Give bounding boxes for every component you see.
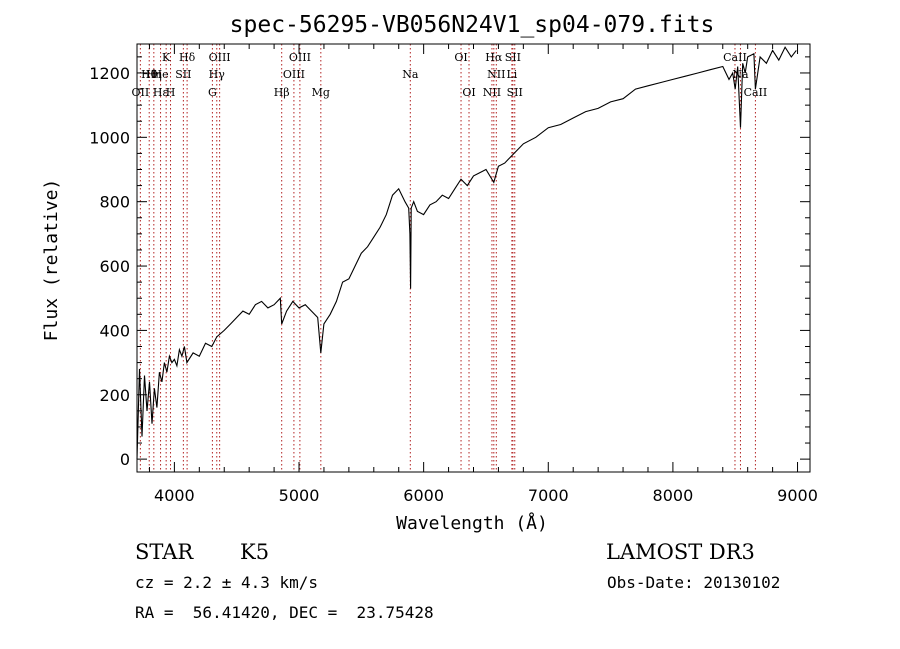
line-label-8: Hδ bbox=[179, 51, 196, 64]
line-label-13: OIII bbox=[289, 51, 311, 64]
line-label-11: G bbox=[208, 86, 217, 99]
y-tick-label-1200: 1200 bbox=[89, 64, 130, 83]
line-label-12: Hβ bbox=[274, 86, 290, 99]
line-label-6: H bbox=[166, 86, 176, 99]
x-tick-label-5000: 5000 bbox=[279, 486, 320, 505]
spectral-line-labels: Hθ OII Hη Hε He K H SII Hδ OIII Hγ G Hβ OIII OIII Mg Na O… bbox=[132, 51, 768, 99]
line-label-20: NII bbox=[487, 68, 505, 81]
line-label-25: CaII bbox=[723, 51, 747, 64]
x-tick-label-8000: 8000 bbox=[653, 486, 694, 505]
survey-name: LAMOST DR3 bbox=[606, 540, 755, 564]
line-label-24: SII bbox=[507, 86, 523, 99]
line-label-19: Hα bbox=[485, 51, 503, 64]
line-label-15: Mg bbox=[312, 86, 330, 99]
x-tick-label-9000: 9000 bbox=[777, 486, 818, 505]
line-label-21: NII bbox=[483, 86, 501, 99]
line-label-27: CaII bbox=[744, 86, 768, 99]
y-tick-label-400: 400 bbox=[99, 321, 130, 340]
observation-date: Obs-Date: 20130102 bbox=[607, 573, 781, 592]
x-tick-label-6000: 6000 bbox=[403, 486, 444, 505]
x-axis: 4000 5000 6000 7000 8000 9000 bbox=[148, 44, 818, 505]
line-label-14: OIII bbox=[283, 68, 305, 81]
line-label-0: Hθ bbox=[141, 68, 158, 81]
line-label-17: OI bbox=[454, 51, 467, 64]
line-label-1: OII bbox=[132, 86, 150, 99]
spectral-line-markers bbox=[139, 44, 756, 472]
x-tick-label-4000: 4000 bbox=[154, 486, 195, 505]
y-tick-label-1000: 1000 bbox=[89, 128, 130, 147]
line-label-7: SII bbox=[175, 68, 191, 81]
plot-frame bbox=[136, 43, 811, 473]
chart-title: spec-56295-VB056N24V1_sp04-079.fits bbox=[230, 12, 715, 38]
x-tick-label-7000: 7000 bbox=[528, 486, 569, 505]
line-label-18: OI bbox=[462, 86, 475, 99]
coordinates-info: RA = 56.41420, DEC = 23.75428 bbox=[135, 603, 434, 622]
line-label-23: Li bbox=[506, 68, 517, 81]
y-tick-label-0: 0 bbox=[120, 450, 130, 469]
x-axis-label: Wavelength (Å) bbox=[396, 512, 548, 534]
object-subclass: K5 bbox=[240, 540, 270, 564]
y-tick-label-600: 600 bbox=[99, 257, 130, 276]
object-class: STAR bbox=[135, 540, 194, 564]
y-tick-label-800: 800 bbox=[99, 193, 130, 212]
y-axis: 0 200 400 600 800 1000 1200 bbox=[89, 56, 810, 469]
line-label-2: Hη bbox=[146, 68, 162, 81]
line-label-26: Na bbox=[732, 68, 749, 81]
y-axis-label: Flux (relative) bbox=[41, 179, 62, 342]
line-label-4: He bbox=[153, 68, 169, 81]
redshift-info: cz = 2.2 ± 4.3 km/s bbox=[135, 573, 319, 592]
y-tick-label-200: 200 bbox=[99, 386, 130, 405]
line-label-3: Hε bbox=[153, 86, 169, 99]
line-label-10: Hγ bbox=[209, 68, 226, 81]
line-label-9: OIII bbox=[209, 51, 231, 64]
line-label-16: Na bbox=[402, 68, 419, 81]
line-label-5: K bbox=[162, 51, 171, 64]
line-label-22: SII bbox=[505, 51, 521, 64]
spectrum-series-line bbox=[136, 46, 797, 460]
